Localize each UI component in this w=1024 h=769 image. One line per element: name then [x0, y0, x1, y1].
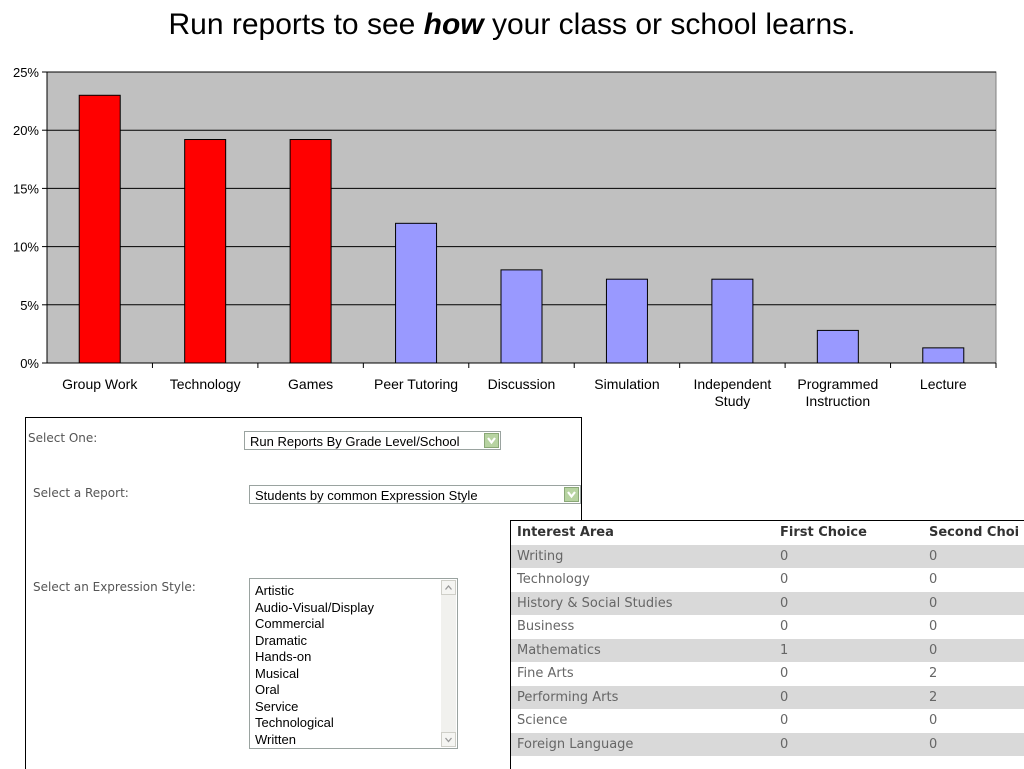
table-cell: 0: [923, 638, 1024, 662]
table-cell: 0: [780, 572, 789, 588]
listbox-scrollbar[interactable]: [441, 580, 456, 747]
bar: [711, 278, 754, 364]
y-tick-label: 20%: [13, 123, 39, 138]
column-header: Interest Area: [511, 521, 774, 545]
scroll-down-icon[interactable]: [441, 732, 456, 747]
listbox-option[interactable]: Written: [255, 731, 296, 747]
select-expression-label: Select an Expression Style:: [33, 580, 196, 594]
x-tick-label: Discussion: [488, 376, 556, 392]
listbox-option[interactable]: Artistic: [255, 583, 294, 598]
table-row: Performing Arts 0 2: [511, 685, 1024, 709]
listbox-option[interactable]: Hands-on: [255, 649, 312, 664]
page-headline: Run reports to see how your class or sch…: [0, 8, 1024, 42]
y-tick-label: 10%: [13, 240, 39, 255]
table-cell: 0: [923, 591, 1024, 615]
listbox-option[interactable]: Audio-Visual/Display: [255, 599, 374, 615]
report-form-panel: Select One: Run Reports By Grade Level/S…: [25, 417, 582, 769]
x-tick-label: Group Work: [62, 376, 138, 392]
table-row: Mathematics 1 0: [511, 638, 1024, 662]
column-header: First Choice: [774, 521, 923, 545]
select-one-dropdown[interactable]: Run Reports By Grade Level/School: [244, 431, 501, 450]
table-cell: 0: [774, 732, 923, 756]
table-cell: Fine Arts: [517, 666, 574, 682]
select-report-label: Select a Report:: [33, 486, 129, 500]
table-cell: Science: [517, 713, 568, 729]
x-tick-label: Simulation: [594, 376, 659, 392]
listbox-option[interactable]: Musical: [255, 665, 300, 681]
table-cell: 0: [774, 544, 923, 568]
table-cell: 2: [923, 685, 1024, 709]
expression-style-listbox[interactable]: Artistic Audio-Visual/Display Commercial…: [249, 578, 458, 749]
headline-post: your class or school learns.: [483, 8, 856, 41]
table-row: Foreign Language 0 0: [511, 732, 1024, 756]
bar: [922, 347, 965, 364]
table-cell: 2: [929, 666, 938, 682]
chevron-down-icon[interactable]: [564, 487, 579, 502]
bar: [289, 139, 332, 364]
interest-area-table-panel: Interest Area First Choice Second Choi W…: [510, 520, 1024, 769]
select-report-dropdown[interactable]: Students by common Expression Style: [249, 485, 581, 504]
table-cell: 1: [774, 638, 923, 662]
headline-emphasis: how: [423, 8, 484, 41]
select-one-label: Select One:: [28, 431, 98, 445]
listbox-option[interactable]: Dramatic: [255, 632, 308, 648]
table-cell: Writing: [511, 544, 774, 568]
learning-style-bar-chart: 0% 5% 10% 15% 20% 25% Group Work Technology Game…: [13, 65, 997, 409]
bar: [184, 139, 227, 364]
column-header: Second Choi: [923, 521, 1024, 545]
chevron-down-icon[interactable]: [484, 433, 499, 448]
x-tick-label: Games: [288, 376, 333, 392]
x-tick-label: Independent Study: [693, 376, 771, 409]
y-tick-label: 0%: [20, 356, 39, 371]
table-cell: Foreign Language: [511, 732, 774, 756]
y-tick-label: 25%: [13, 65, 39, 80]
interest-area-table: Interest Area First Choice Second Choi W…: [511, 521, 1024, 756]
headline-pre: Run reports to see: [168, 8, 424, 41]
table-cell: Performing Arts: [511, 685, 774, 709]
table-cell: 0: [774, 685, 923, 709]
listbox-option[interactable]: Oral: [255, 682, 280, 697]
select-report-value: Students by common Expression Style: [255, 488, 478, 503]
select-one-value: Run Reports By Grade Level/School: [250, 434, 460, 449]
table-row: Business 0 0: [511, 615, 1024, 639]
table-cell: 0: [929, 713, 938, 729]
table-cell: 0: [929, 572, 938, 588]
x-tick-label: Lecture: [920, 376, 967, 392]
x-tick-label: Technology: [170, 376, 241, 392]
bar: [816, 329, 859, 364]
x-tick-label: Peer Tutoring: [374, 376, 458, 392]
table-row: Technology 0 0: [511, 568, 1024, 592]
table-cell: 0: [780, 666, 789, 682]
y-tick-label: 5%: [20, 298, 39, 313]
table-row: History & Social Studies 0 0: [511, 591, 1024, 615]
table-cell: 0: [923, 732, 1024, 756]
table-cell: 0: [923, 544, 1024, 568]
table-cell: 0: [774, 591, 923, 615]
bar: [395, 222, 438, 364]
listbox-option[interactable]: Service: [255, 698, 299, 714]
table-cell: 0: [780, 713, 789, 729]
table-cell: 0: [780, 619, 789, 635]
table-header-row: Interest Area First Choice Second Choi: [511, 521, 1024, 545]
table-row: Science 0 0: [511, 709, 1024, 733]
bar: [605, 278, 648, 364]
scroll-up-icon[interactable]: [441, 580, 456, 595]
table-cell: Business: [517, 619, 575, 635]
table-cell: Mathematics: [511, 638, 774, 662]
table-row: Fine Arts 0 2: [511, 662, 1024, 686]
table-cell: History & Social Studies: [511, 591, 774, 615]
table-cell: 0: [929, 619, 938, 635]
y-tick-label: 15%: [13, 181, 39, 196]
listbox-option[interactable]: Technological: [255, 715, 334, 730]
table-row: Writing 0 0: [511, 544, 1024, 568]
table-cell: Technology: [517, 572, 590, 588]
bar: [78, 94, 121, 364]
x-tick-label: Programmed Instruction: [797, 376, 878, 409]
listbox-option[interactable]: Commercial: [255, 616, 325, 631]
bar: [500, 269, 543, 364]
